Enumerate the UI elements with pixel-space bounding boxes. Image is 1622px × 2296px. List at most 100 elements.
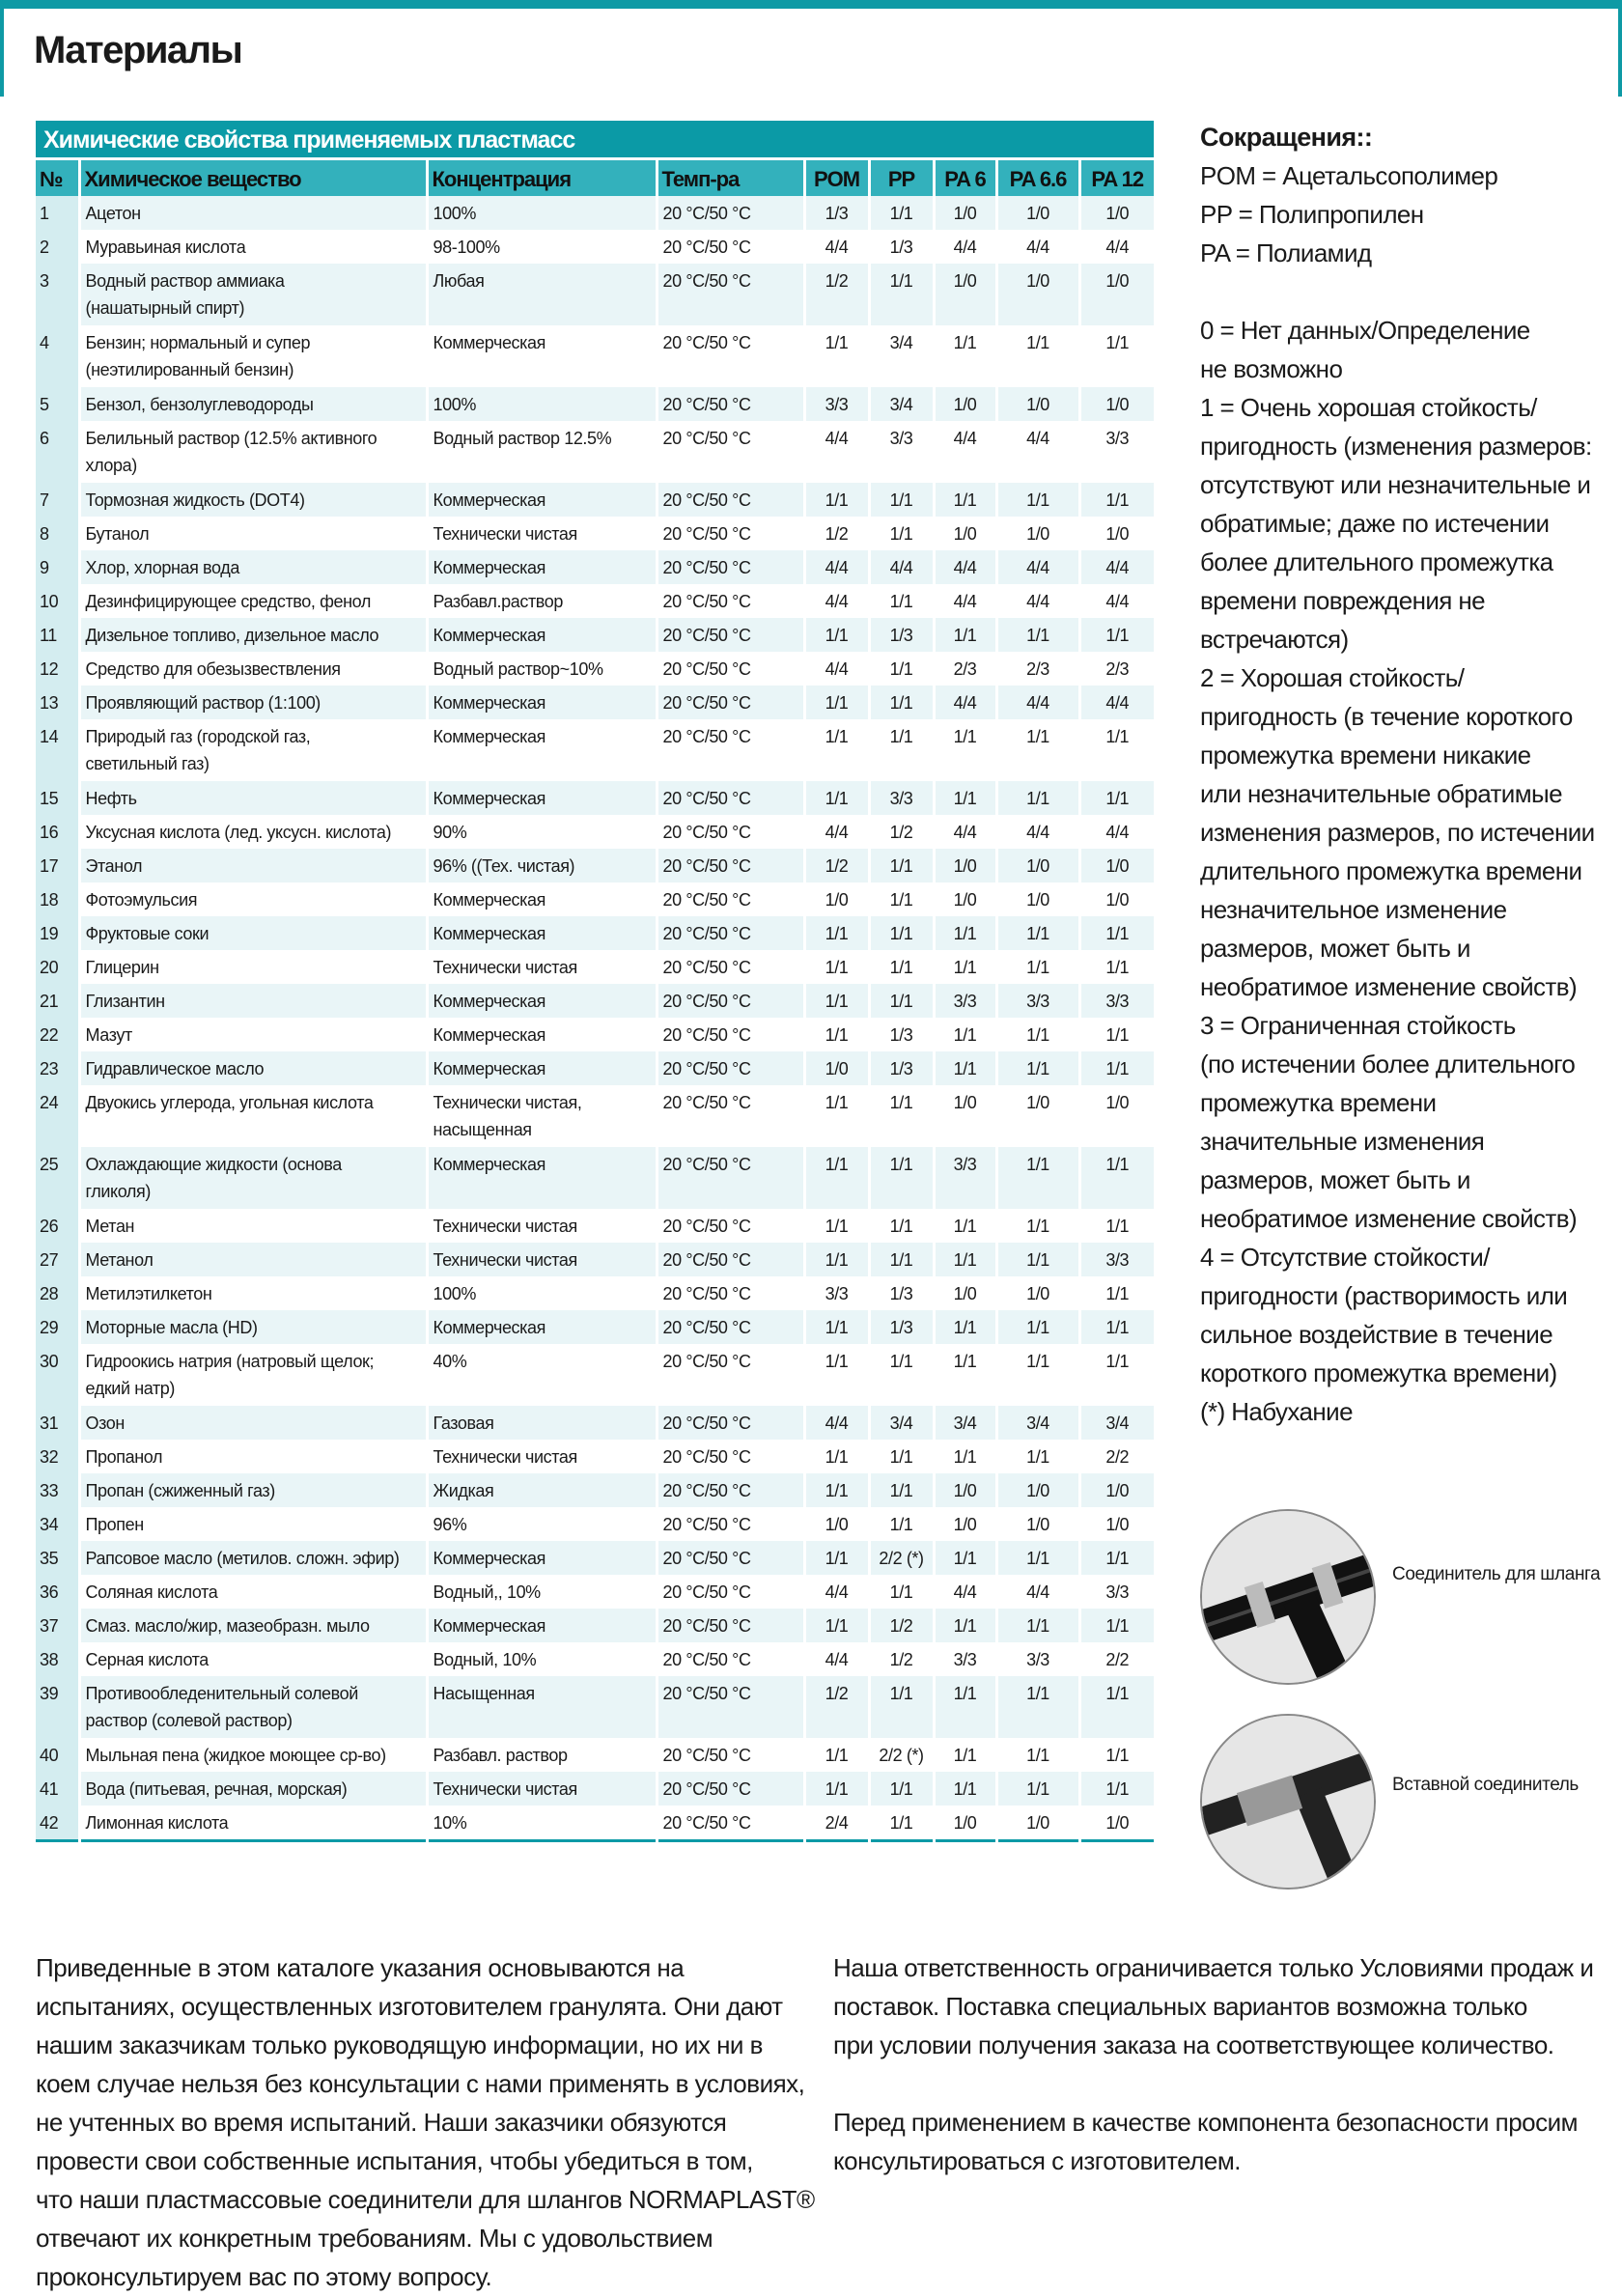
cell-pa66: 1/0	[994, 1806, 1079, 1841]
cell-pom: 4/4	[802, 421, 869, 483]
cell-pa6: 4/4	[932, 584, 996, 618]
cell-concentration: Разбавл. раствор	[425, 1738, 657, 1772]
cell-pa6: 3/3	[932, 1642, 996, 1676]
cell-pom: 1/1	[802, 1147, 869, 1209]
cell-concentration: Технически чистая	[425, 950, 657, 984]
cell-number: 13	[36, 686, 79, 719]
cell-concentration: Водный,, 10%	[425, 1575, 657, 1609]
cell-substance: Этанол	[77, 849, 427, 882]
cell-pa66: 2/3	[994, 652, 1079, 686]
cell-number: 37	[36, 1609, 79, 1642]
column-header-pp: PP	[867, 160, 934, 196]
cell-pa6: 2/3	[932, 652, 996, 686]
cell-concentration: Технически чистая	[425, 517, 657, 550]
cell-temperature: 20 °C/50 °C	[655, 1018, 804, 1051]
cell-pa12: 1/1	[1077, 950, 1154, 984]
table-row: 25 Охлаждающие жидкости (основа гликоля) К…	[36, 1147, 1154, 1209]
cell-temperature: 20 °C/50 °C	[655, 387, 804, 421]
cell-pp: 3/4	[867, 325, 934, 387]
cell-pa66: 1/1	[994, 1051, 1079, 1085]
cell-temperature: 20 °C/50 °C	[655, 1507, 804, 1541]
table-row: 15 Нефть Коммерческая 20 °C/50 °C 1/1 3/3 1/1 1…	[36, 781, 1154, 815]
cell-substance: Дезинфицирующее средство, фенол	[77, 584, 427, 618]
cell-concentration: 100%	[425, 196, 657, 230]
cell-number: 25	[36, 1147, 79, 1209]
cell-temperature: 20 °C/50 °C	[655, 1310, 804, 1344]
cell-substance: Нефть	[77, 781, 427, 815]
cell-pa66: 1/1	[994, 1243, 1079, 1276]
cell-concentration: Жидкая	[425, 1473, 657, 1507]
cell-concentration: Коммерческая	[425, 1147, 657, 1209]
cell-number: 21	[36, 984, 79, 1018]
cell-number: 30	[36, 1344, 79, 1406]
cell-number: 40	[36, 1738, 79, 1772]
cell-number: 17	[36, 849, 79, 882]
cell-concentration: Коммерческая	[425, 325, 657, 387]
table-title: Химические свойства применяемых пластмас…	[36, 121, 1154, 157]
legend-rating: 0 = Нет данных/Определение не возможно	[1200, 316, 1530, 383]
column-header-number: №	[36, 160, 79, 196]
push-in-connector-label: Вставной соединитель	[1392, 1775, 1579, 1795]
cell-pa66: 1/1	[994, 719, 1079, 781]
cell-pa6: 4/4	[932, 230, 996, 264]
cell-pa66: 1/0	[994, 849, 1079, 882]
cell-pa12: 1/1	[1077, 1738, 1154, 1772]
cell-concentration: Коммерческая	[425, 483, 657, 517]
cell-concentration: Технически чистая	[425, 1440, 657, 1473]
cell-number: 35	[36, 1541, 79, 1575]
column-header-pom: POM	[802, 160, 869, 196]
cell-substance: Пропан (сжиженный газ)	[77, 1473, 427, 1507]
cell-pa66: 1/0	[994, 517, 1079, 550]
cell-substance: Водный раствор аммиака (нашатырный спирт…	[77, 264, 427, 325]
cell-pom: 1/1	[802, 1310, 869, 1344]
cell-pa66: 1/1	[994, 1609, 1079, 1642]
cell-temperature: 20 °C/50 °C	[655, 1575, 804, 1609]
cell-concentration: Коммерческая	[425, 1541, 657, 1575]
cell-concentration: Технически чистая, насыщенная	[425, 1085, 657, 1147]
cell-pp: 1/1	[867, 686, 934, 719]
cell-pa6: 1/0	[932, 1507, 996, 1541]
cell-substance: Хлор, хлорная вода	[77, 550, 427, 584]
cell-concentration: Коммерческая	[425, 618, 657, 652]
cell-substance: Пропанол	[77, 1440, 427, 1473]
cell-temperature: 20 °C/50 °C	[655, 1276, 804, 1310]
cell-pa66: 1/1	[994, 916, 1079, 950]
legend-rating: 4 = Отсутствие стойкости/ пригодности (р…	[1200, 1243, 1568, 1387]
cell-pa6: 1/0	[932, 387, 996, 421]
cell-substance: Ацетон	[77, 196, 427, 230]
cell-pa6: 4/4	[932, 421, 996, 483]
cell-pa66: 1/1	[994, 1772, 1079, 1806]
footer-safety-note: Перед применением в качестве компонента …	[833, 2108, 1579, 2175]
table-row: 38 Серная кислота Водный, 10% 20 °C/50 °C 4/…	[36, 1642, 1154, 1676]
cell-pa6: 1/1	[932, 1243, 996, 1276]
cell-pp: 1/1	[867, 1772, 934, 1806]
column-header-substance: Химическое вещество	[77, 160, 427, 196]
cell-concentration: Коммерческая	[425, 781, 657, 815]
cell-pa12: 4/4	[1077, 550, 1154, 584]
cell-pa6: 1/1	[932, 1676, 996, 1738]
cell-temperature: 20 °C/50 °C	[655, 1642, 804, 1676]
legend: Сокращения:: POM = Ацетальсополимер PP =…	[1200, 118, 1615, 1431]
table-row: 16 Уксусная кислота (лед. уксусн. кислота…	[36, 815, 1154, 849]
cell-pa6: 1/1	[932, 325, 996, 387]
cell-pa12: 1/1	[1077, 325, 1154, 387]
cell-pom: 1/1	[802, 1344, 869, 1406]
cell-pp: 1/3	[867, 1310, 934, 1344]
cell-pp: 1/1	[867, 916, 934, 950]
cell-temperature: 20 °C/50 °C	[655, 517, 804, 550]
cell-pom: 1/1	[802, 916, 869, 950]
cell-number: 39	[36, 1676, 79, 1738]
table-row: 10 Дезинфицирующее средство, фенол Разбавл…	[36, 584, 1154, 618]
cell-pa12: 1/0	[1077, 196, 1154, 230]
cell-pa6: 1/1	[932, 1772, 996, 1806]
cell-pa6: 1/0	[932, 196, 996, 230]
cell-number: 28	[36, 1276, 79, 1310]
cell-temperature: 20 °C/50 °C	[655, 1147, 804, 1209]
cell-substance: Мыльная пена (жидкое моющее ср-во)	[77, 1738, 427, 1772]
cell-pp: 1/1	[867, 1344, 934, 1406]
cell-pa6: 4/4	[932, 1575, 996, 1609]
cell-pa6: 4/4	[932, 815, 996, 849]
cell-substance: Фруктовые соки	[77, 916, 427, 950]
table-row: 8 Бутанол Технически чистая 20 °C/50 °C 1/2 1…	[36, 517, 1154, 550]
table-row: 26 Метан Технически чистая 20 °C/50 °C 1/1 1/…	[36, 1209, 1154, 1243]
